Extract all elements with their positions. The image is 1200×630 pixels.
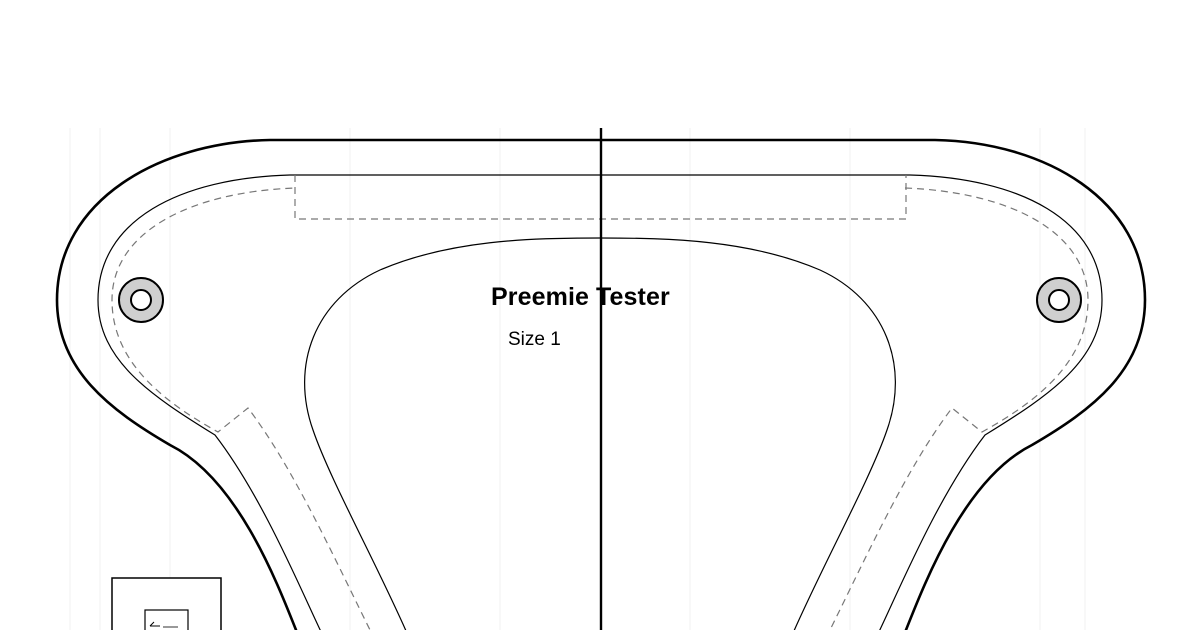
pattern-size-label: Size 1 [508,329,561,350]
snap-left-icon [118,277,164,323]
dashed-stitch-line [111,187,1089,630]
background-guide-lines [69,128,1086,630]
outer-cut-line [55,138,1147,630]
scale-check-box [111,577,222,630]
snap-right-icon [1036,277,1082,323]
pattern-title: Preemie Tester [491,283,670,311]
